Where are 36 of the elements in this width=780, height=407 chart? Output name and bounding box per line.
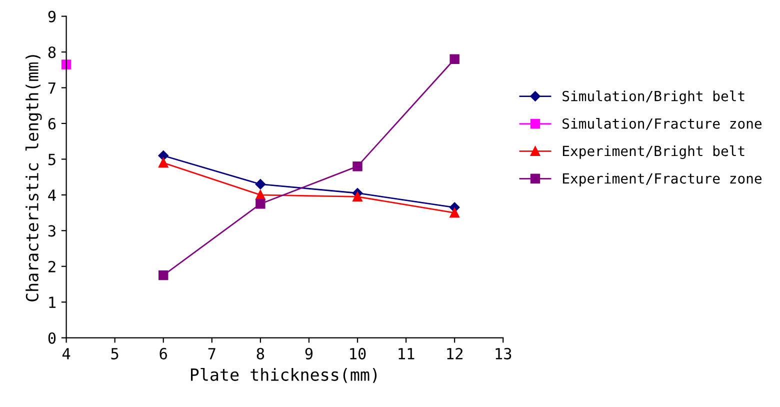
- legend-label: Experiment/Bright belt: [562, 145, 744, 160]
- x-tick-label: 10: [350, 348, 366, 360]
- y-axis-title: Characteristic length(mm): [25, 55, 42, 302]
- legend-label: Simulation/Bright belt: [562, 90, 744, 104]
- x-tick-label: 5: [111, 348, 118, 360]
- point: [450, 54, 460, 64]
- point: [256, 198, 266, 209]
- point: [352, 192, 362, 202]
- y-tick-label: 9: [48, 10, 56, 22]
- y-tick-label: 2: [48, 260, 56, 272]
- y-tick-label: 1: [49, 296, 56, 308]
- x-tick-label: 6: [160, 348, 167, 360]
- x-axis-title: Plate thickness(mm): [190, 368, 377, 383]
- point: [61, 60, 72, 70]
- y-tick-label: 4: [48, 190, 56, 201]
- x-tick-label: 9: [305, 348, 313, 360]
- y-tick-label: 0: [48, 332, 56, 344]
- x-tick-label: 11: [398, 348, 414, 360]
- y-tick-label: 6: [48, 118, 56, 130]
- x-tick-label: 4: [62, 348, 70, 360]
- point: [158, 270, 168, 280]
- y-tick-label: 3: [48, 225, 56, 237]
- point: [450, 208, 460, 218]
- legend-label: Simulation/Fracture zone: [562, 118, 762, 130]
- point: [352, 161, 362, 172]
- x-tick-label: 8: [256, 348, 264, 360]
- point: [158, 158, 168, 168]
- x-tick-label: 7: [208, 348, 216, 360]
- y-tick-label: 5: [48, 154, 56, 166]
- legend-label: Experiment/Fracture zone: [562, 172, 762, 186]
- point: [255, 179, 266, 190]
- x-tick-label: 13: [496, 348, 512, 360]
- y-tick-label: 8: [48, 46, 56, 58]
- y-tick-label: 7: [48, 82, 56, 94]
- point: [158, 150, 168, 161]
- x-tick-label: 12: [447, 348, 462, 360]
